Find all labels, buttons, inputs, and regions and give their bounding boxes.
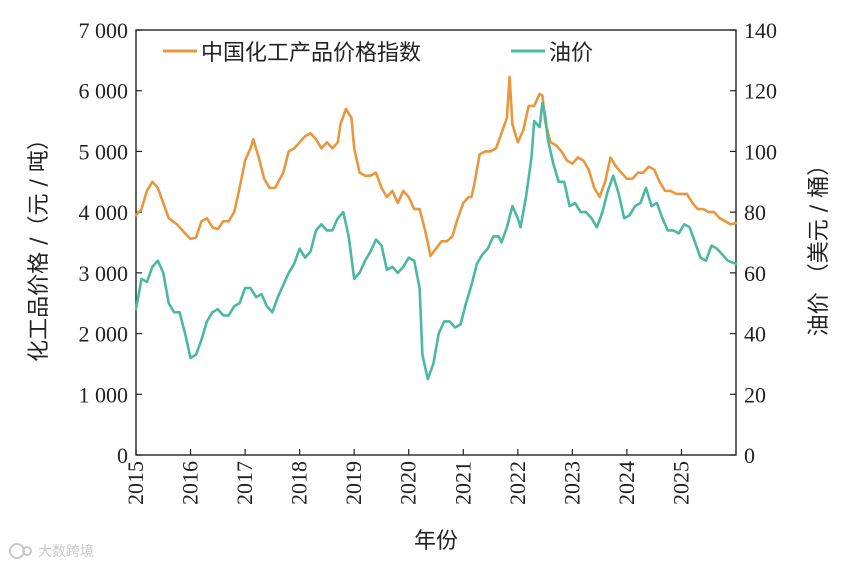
right-y-tick-label: 60 — [744, 261, 766, 286]
x-tick-label: 2016 — [178, 461, 203, 505]
x-tick-label: 2018 — [287, 461, 312, 505]
legend-label-oil: 油价 — [549, 41, 593, 66]
left-y-tick-label: 1 000 — [79, 382, 129, 407]
right-y-tick-label: 20 — [744, 382, 766, 407]
x-tick-label: 2019 — [341, 461, 366, 505]
x-tick-label: 2017 — [232, 461, 257, 505]
x-tick-label: 2024 — [614, 461, 639, 505]
left-y-axis-title: 化工品价格 /（元 / 吨） — [27, 128, 52, 362]
right-y-tick-label: 100 — [744, 139, 777, 164]
right-y-axis-ticks: 0 20 40 60 80 100 120 140 — [730, 18, 777, 468]
logo-icon — [9, 543, 32, 559]
left-y-tick-label: 4 000 — [79, 200, 129, 225]
left-y-tick-label: 3 000 — [79, 261, 129, 286]
watermark: 大数跨境 — [9, 543, 94, 560]
right-y-axis-title: 油价 （美元 / 桶） — [807, 154, 832, 336]
x-tick-label: 2015 — [123, 461, 148, 505]
series-lines — [134, 75, 738, 381]
left-y-tick-label: 2 000 — [79, 322, 129, 347]
right-y-tick-label: 80 — [744, 200, 766, 225]
plot-frame — [135, 29, 737, 456]
left-y-tick-label: 5 000 — [79, 139, 129, 164]
x-axis-title: 年份 — [414, 529, 458, 554]
x-tick-label: 2023 — [559, 461, 584, 505]
left-y-tick-label: 7 000 — [79, 18, 129, 43]
x-tick-label: 2025 — [668, 461, 693, 505]
left-y-tick-label: 6 000 — [79, 79, 129, 104]
left-y-tick-label: 0 — [117, 443, 128, 468]
series-line-oil-price — [134, 101, 738, 381]
x-tick-label: 2020 — [396, 461, 421, 505]
legend: 中国化工产品价格指数 油价 — [163, 41, 593, 66]
right-y-tick-label: 40 — [744, 322, 766, 347]
right-y-tick-label: 0 — [744, 443, 755, 468]
legend-label-chem: 中国化工产品价格指数 — [201, 41, 421, 66]
left-y-axis-ticks: 0 1 000 2 000 3 000 4 000 5 000 6 000 7 000 — [79, 18, 142, 468]
x-tick-label: 2022 — [505, 461, 530, 505]
watermark-text: 大数跨境 — [38, 544, 94, 560]
series-line-chem-index — [134, 75, 738, 258]
x-tick-label: 2021 — [450, 461, 475, 505]
right-y-tick-label: 140 — [744, 18, 777, 43]
x-axis-ticks: 2015 2016 2017 2018 2019 2020 2021 2022 2023 2024… — [123, 449, 693, 505]
right-y-tick-label: 120 — [744, 79, 777, 104]
